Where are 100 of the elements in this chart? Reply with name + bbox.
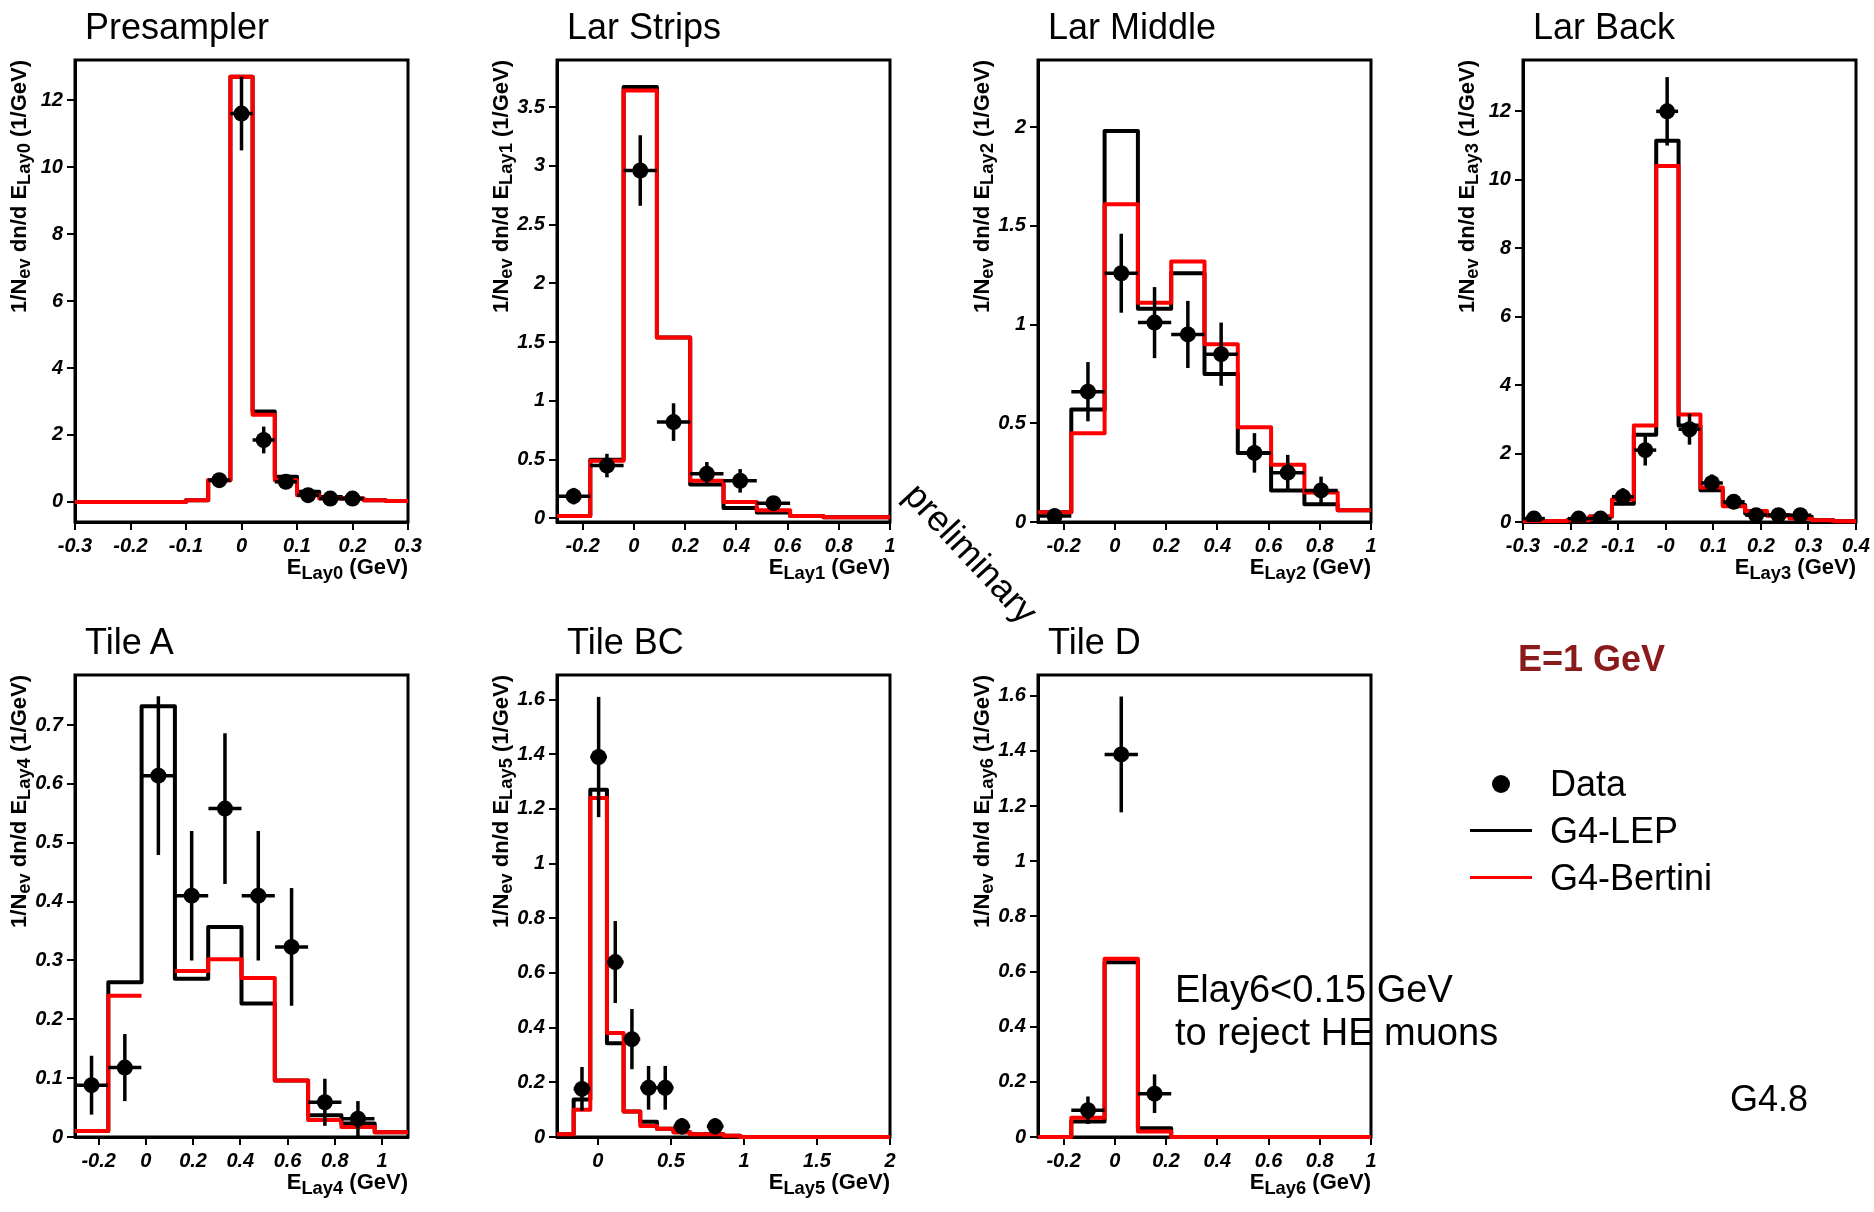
x-tick-label: -0.1 <box>1600 533 1636 556</box>
y-tick-label: 6 <box>51 288 64 311</box>
x-tick-label: 0.3 <box>1794 533 1823 556</box>
x-tick-label: 0.4 <box>1203 533 1232 556</box>
x-tick-label: 0.2 <box>1746 533 1775 556</box>
y-tick-label: 0 <box>533 505 545 528</box>
x-tick-label: 0 <box>1109 1148 1121 1171</box>
x-tick-label: -0.2 <box>565 533 600 556</box>
x-tick-label: 1 <box>1365 1148 1377 1171</box>
x-tick-label: 0.2 <box>671 533 699 556</box>
x-tick-label: 1 <box>738 1148 750 1171</box>
y-tick-label: 1.4 <box>998 738 1026 761</box>
x-tick-label: 1 <box>376 1148 388 1171</box>
y-tick-label: 0.3 <box>35 947 63 970</box>
y-tick-label: 0.5 <box>35 830 64 853</box>
y-tick-label: 1.6 <box>517 687 546 710</box>
y-tick-label: 4 <box>1498 372 1511 395</box>
y-tick-label: 0.7 <box>35 712 64 735</box>
x-tick-label: -0.3 <box>1505 533 1541 556</box>
y-tick-label: 1 <box>533 388 545 411</box>
x-tick-label: 0.8 <box>1305 1148 1335 1171</box>
y-tick-label: 1 <box>1014 312 1026 335</box>
legend-label: G4-Bertini <box>1550 856 1713 899</box>
x-tick-label: 0 <box>628 533 640 556</box>
x-tick-label: -0.3 <box>57 533 93 556</box>
x-tick-label: 0 <box>140 1148 152 1171</box>
x-tick-label: 0.2 <box>1152 1148 1180 1171</box>
x-tick-label: 1 <box>884 533 896 556</box>
x-tick-label: 0.2 <box>179 1148 207 1171</box>
y-tick-label: 0.2 <box>998 1069 1026 1092</box>
chart-title: Lar Strips <box>567 6 722 48</box>
y-tick-label: 2.5 <box>516 212 546 235</box>
y-tick-label: 3.5 <box>517 94 546 117</box>
y-tick-label: 0.6 <box>998 959 1027 982</box>
y-tick-label: 0.5 <box>517 447 546 470</box>
chart-title: Tile BC <box>567 621 684 663</box>
x-tick-label: -0.2 <box>1046 1148 1081 1171</box>
x-tick-label: -0.2 <box>1553 533 1588 556</box>
y-tick-label: 1.2 <box>998 793 1026 816</box>
y-tick-label: 0.5 <box>998 410 1027 433</box>
x-tick-label: 2 <box>883 1148 896 1171</box>
y-tick-label: 0 <box>51 489 63 512</box>
x-tick-label: 0.1 <box>1699 533 1728 556</box>
y-tick-label: 0 <box>51 1124 63 1147</box>
x-tick-label: -0.2 <box>81 1148 116 1171</box>
x-tick-label: 0.6 <box>273 1148 303 1171</box>
y-tick-label: 3 <box>533 153 545 176</box>
y-tick-label: 0.4 <box>35 889 63 912</box>
x-tick-label: 0 <box>1109 533 1121 556</box>
y-tick-label: 0.4 <box>998 1014 1026 1037</box>
legend-label: G4-LEP <box>1550 809 1679 852</box>
x-tick-label: 0 <box>235 533 248 556</box>
y-tick-label: 0.2 <box>35 1006 63 1029</box>
x-tick-label: 0.6 <box>1254 1148 1284 1171</box>
x-tick-label: -0.1 <box>168 533 204 556</box>
x-axis-title: E$_{Lay2}$ (GeV) <box>1249 554 1371 585</box>
x-tick-label: 0.4 <box>1842 533 1870 556</box>
x-tick-label: 1 <box>1365 533 1377 556</box>
chart-title: Presampler <box>85 6 270 48</box>
x-tick-label: 0.4 <box>1203 1148 1232 1171</box>
x-axis-title: E$_{Lay5}$ (GeV) <box>768 1169 890 1200</box>
y-tick-label: 0.4 <box>517 1015 545 1038</box>
x-tick-label: -0.2 <box>1046 533 1081 556</box>
x-tick-label: 0.8 <box>824 533 854 556</box>
y-tick-label: 2 <box>1498 441 1511 464</box>
y-tick-label: 1 <box>533 851 545 874</box>
x-tick-label: 1.5 <box>803 1148 832 1171</box>
y-tick-label: 0.8 <box>998 903 1027 926</box>
x-tick-label: 0.2 <box>1152 533 1180 556</box>
y-tick-label: 6 <box>1499 304 1512 327</box>
y-tick-label: 2 <box>1013 114 1026 137</box>
x-tick-label: 0.8 <box>1305 533 1335 556</box>
y-tick-label: 2 <box>50 422 63 445</box>
y-tick-label: 2 <box>532 270 545 293</box>
annotation: Elay6<0.15 GeV to reject HE muons <box>1175 968 1499 1054</box>
chart-title: Lar Back <box>1533 6 1676 48</box>
x-tick-label: -0 <box>1656 533 1675 556</box>
y-tick-label: 12 <box>40 87 63 110</box>
x-axis-title: E$_{Lay3}$ (GeV) <box>1734 554 1856 585</box>
y-tick-label: 0.6 <box>35 771 64 794</box>
y-tick-label: 0.6 <box>517 960 546 983</box>
y-tick-label: 0 <box>533 1124 545 1147</box>
text: G4.8 <box>1730 1078 1809 1120</box>
y-tick-label: 0.1 <box>35 1065 63 1088</box>
x-tick-label: 0.4 <box>722 533 751 556</box>
x-tick-label: 0.8 <box>320 1148 350 1171</box>
y-tick-label: 1.5 <box>517 329 546 352</box>
y-tick-label: 12 <box>1488 98 1511 121</box>
x-axis-title: E$_{Lay6}$ (GeV) <box>1249 1169 1371 1200</box>
legend-label: Data <box>1550 762 1627 805</box>
y-tick-label: 10 <box>1488 167 1511 190</box>
x-tick-label: 0.4 <box>226 1148 255 1171</box>
text: E=1 GeV <box>1518 638 1666 680</box>
y-tick-label: 0 <box>1014 1124 1026 1147</box>
chart-title: Tile A <box>85 621 174 663</box>
y-tick-label: 1.6 <box>998 683 1027 706</box>
y-tick-label: 8 <box>51 221 64 244</box>
x-axis-title: E$_{Lay4}$ (GeV) <box>286 1169 408 1200</box>
chart-title: Tile D <box>1048 621 1141 663</box>
x-axis-title: E$_{Lay1}$ (GeV) <box>768 554 890 585</box>
